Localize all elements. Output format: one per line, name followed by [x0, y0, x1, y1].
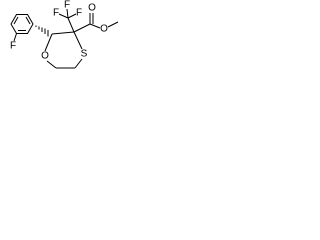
- bond: [107, 21, 119, 28]
- bond: [66, 8, 69, 19]
- bond: [51, 31, 75, 35]
- bond: [13, 33, 17, 42]
- hatched-bond: [35, 25, 49, 37]
- double-bond: [25, 16, 31, 25]
- atom-label: O: [100, 24, 108, 35]
- bond: [67, 17, 75, 33]
- atom-label: F: [53, 8, 59, 19]
- bond: [73, 23, 91, 33]
- bond: [74, 58, 83, 69]
- atom-label: O: [41, 51, 49, 62]
- bonds: [10, 8, 119, 69]
- phenyl-ring: [10, 14, 34, 34]
- bond: [73, 31, 83, 50]
- bond: [58, 13, 69, 19]
- bond: [89, 23, 101, 29]
- bond: [67, 13, 77, 19]
- atom-label: S: [81, 49, 88, 60]
- atom-label: O: [88, 3, 96, 14]
- atom-label: F: [76, 8, 82, 19]
- bond: [46, 60, 57, 69]
- structure: F F F F O O O S: [10, 0, 119, 69]
- bond: [44, 33, 53, 52]
- double-bond: [13, 16, 19, 25]
- atom-label: F: [64, 0, 70, 11]
- atom-label: F: [10, 41, 16, 52]
